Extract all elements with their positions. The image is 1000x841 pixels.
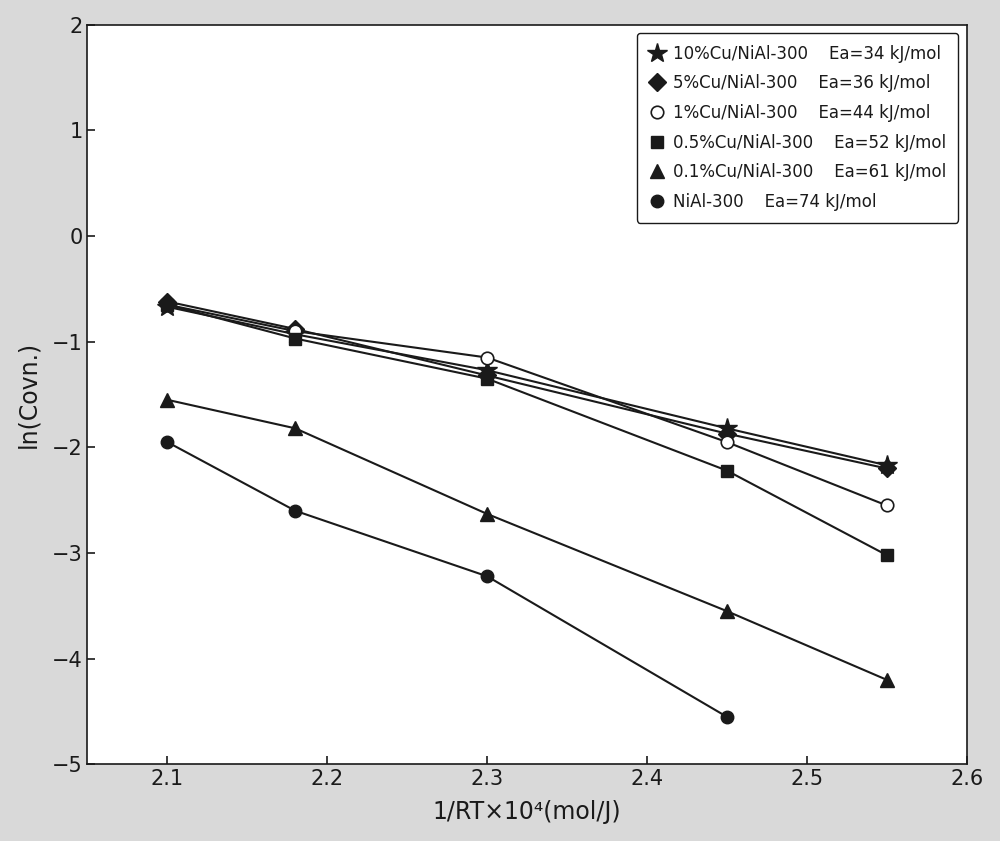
Y-axis label: ln(Covn.): ln(Covn.) [17, 341, 41, 448]
Legend: 10%Cu/NiAl-300    Ea=34 kJ/mol, 5%Cu/NiAl-300    Ea=36 kJ/mol, 1%Cu/NiAl-300    : 10%Cu/NiAl-300 Ea=34 kJ/mol, 5%Cu/NiAl-3… [637, 33, 958, 223]
X-axis label: 1/RT×10⁴(mol/J): 1/RT×10⁴(mol/J) [433, 801, 621, 824]
